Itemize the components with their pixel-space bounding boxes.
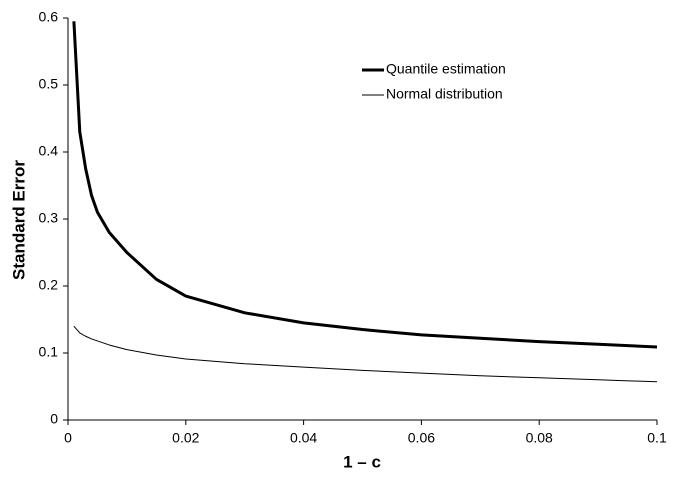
y-tick-label: 0.4 [39,143,59,159]
y-tick-label: 0.6 [39,9,59,25]
x-tick-label: 0.1 [647,430,667,446]
series-line [73,325,658,383]
y-tick-label: 0.3 [39,210,59,226]
y-tick-label: 0 [50,411,58,427]
x-axis-title: 1 – c [343,452,381,471]
legend-label: Normal distribution [386,86,503,102]
y-axis-title: Standard Error [9,160,28,280]
x-tick-label: 0.06 [408,430,435,446]
y-tick-label: 0.2 [39,277,59,293]
x-tick-label: 0.04 [290,430,317,446]
y-tick-label: 0.1 [39,344,59,360]
y-tick-label: 0.5 [39,76,59,92]
x-tick-label: 0 [64,430,72,446]
x-tick-label: 0.02 [172,430,199,446]
series-line [72,21,658,349]
x-tick-label: 0.08 [526,430,553,446]
legend-label: Quantile estimation [386,61,506,77]
